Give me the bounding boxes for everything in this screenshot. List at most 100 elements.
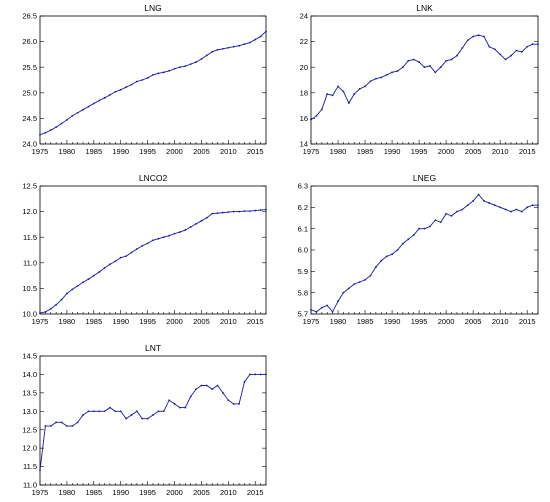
series-line xyxy=(39,373,266,471)
x-tick-label: 1975 xyxy=(303,147,320,156)
data-point xyxy=(179,66,181,69)
data-point xyxy=(125,417,127,420)
x-tick-label: 2010 xyxy=(220,317,237,326)
data-point xyxy=(173,403,176,405)
data-point xyxy=(358,88,361,90)
data-point xyxy=(109,93,111,96)
plot-frame xyxy=(39,185,267,315)
data-point xyxy=(320,108,323,111)
series-line xyxy=(39,31,267,136)
data-point xyxy=(259,209,262,211)
data-point xyxy=(60,122,63,125)
x-tick-label: 2015 xyxy=(519,147,536,156)
data-point xyxy=(466,204,469,207)
data-point xyxy=(248,373,251,376)
data-point xyxy=(483,35,485,38)
data-point xyxy=(141,79,144,81)
y-tick-label: 22 xyxy=(300,37,308,46)
data-point xyxy=(168,399,171,402)
data-point xyxy=(526,45,529,48)
data-point xyxy=(200,219,203,222)
data-point xyxy=(369,80,372,83)
y-tick-label: 14 xyxy=(300,140,308,149)
chart-panel-lnt: LNT 1975 1980 1985 1990 1995 2000 2005 2010 2015 1… xyxy=(22,343,267,497)
data-point xyxy=(49,307,52,310)
data-point xyxy=(146,77,149,79)
x-tick-label: 2010 xyxy=(220,147,237,156)
data-point xyxy=(265,208,267,211)
x-tick-label: 2005 xyxy=(193,488,210,497)
y-tick-label: 6.1 xyxy=(298,224,308,233)
data-point xyxy=(60,421,63,424)
data-point xyxy=(114,90,117,93)
data-point xyxy=(216,212,219,215)
data-point xyxy=(439,66,442,69)
data-point xyxy=(82,414,84,416)
y-tick-label: 6.3 xyxy=(298,182,308,191)
data-point xyxy=(412,234,415,236)
data-point xyxy=(232,45,235,48)
x-tick-label: 1995 xyxy=(139,147,156,156)
chart-title: LNT xyxy=(145,343,161,353)
data-point xyxy=(407,59,410,62)
data-point xyxy=(472,200,475,202)
data-point xyxy=(243,380,246,383)
data-point xyxy=(152,239,154,242)
data-point xyxy=(103,267,106,269)
data-point xyxy=(205,216,208,219)
data-point xyxy=(216,384,219,387)
data-point xyxy=(342,291,345,294)
data-point xyxy=(254,373,257,376)
data-point xyxy=(152,414,154,416)
chart-title: LNEG xyxy=(413,173,436,183)
data-point xyxy=(76,284,79,287)
data-point xyxy=(259,35,262,38)
y-tick-label: 6.0 xyxy=(298,246,308,255)
y-tick-label: 25.5 xyxy=(22,63,37,72)
data-point xyxy=(39,312,41,314)
data-point xyxy=(195,61,197,63)
data-point xyxy=(391,71,393,74)
data-point xyxy=(71,288,74,291)
data-point xyxy=(130,83,133,86)
y-tick-label: 13.5 xyxy=(22,388,37,397)
x-tick-label: 2005 xyxy=(193,317,210,326)
data-point xyxy=(238,210,240,213)
x-tick-label: 1980 xyxy=(330,147,347,156)
y-tick-label: 11.5 xyxy=(23,233,37,242)
data-point xyxy=(222,47,224,50)
chart-panel-lneg: LNEG 1975 1980 1985 1990 1995 2000 2005 2010 2015… xyxy=(298,173,539,326)
data-point xyxy=(82,108,84,111)
data-point xyxy=(531,43,534,46)
data-point xyxy=(98,271,101,273)
data-point xyxy=(537,204,539,207)
data-point xyxy=(92,274,95,277)
data-point xyxy=(162,236,165,239)
data-point xyxy=(92,102,95,105)
data-point xyxy=(49,129,52,132)
x-tick-label: 1995 xyxy=(139,488,156,497)
data-point xyxy=(119,256,122,259)
data-point xyxy=(55,421,58,424)
data-point xyxy=(407,238,410,241)
data-point xyxy=(179,231,181,233)
x-tick-label: 1990 xyxy=(112,317,129,326)
y-tick-label: 12.0 xyxy=(22,444,37,453)
data-point xyxy=(331,94,334,97)
y-tick-label: 24.5 xyxy=(22,114,37,123)
data-point xyxy=(130,251,133,254)
data-point xyxy=(310,308,312,311)
y-tick-label: 24.0 xyxy=(22,140,37,149)
data-point xyxy=(347,102,350,104)
x-tick-label: 1995 xyxy=(411,317,428,326)
data-point xyxy=(248,210,251,212)
data-point xyxy=(200,384,203,387)
data-point xyxy=(66,425,68,427)
data-point xyxy=(499,53,502,56)
x-tick-label: 1985 xyxy=(85,147,102,156)
data-point xyxy=(412,58,415,61)
series-line xyxy=(39,209,267,314)
y-tick-label: 6.2 xyxy=(298,203,308,212)
x-tick-label: 2010 xyxy=(492,317,509,326)
data-point xyxy=(66,292,68,295)
